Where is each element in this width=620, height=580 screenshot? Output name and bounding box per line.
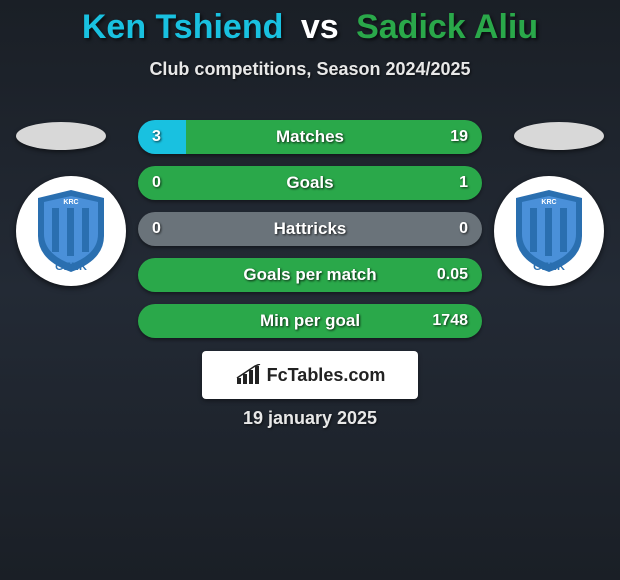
stat-left-value: 0 [152,174,192,192]
stat-right-value: 1 [428,174,468,192]
player1-name: Ken Tshiend [82,8,284,46]
bar-chart-icon [235,364,261,386]
stats-container: 3Matches19 0Goals1 0Hattricks0 Goals per ma… [138,120,482,350]
stat-row: Goals per match0.05 [138,258,482,292]
page-title: Ken Tshiend vs Sadick Aliu [0,0,620,47]
stat-left-value: 0 [152,220,192,238]
player1-head-placeholder [16,122,106,150]
stat-row: 3Matches19 [138,120,482,154]
vs-text: vs [301,8,339,46]
genk-shield-icon: KRC GENK [510,188,588,274]
player2-name: Sadick Aliu [356,8,538,46]
logo-circle: KRC GENK [16,176,126,286]
stat-right-value: 1748 [428,312,468,330]
subtitle: Club competitions, Season 2024/2025 [0,59,620,80]
svg-text:KRC: KRC [541,199,556,206]
svg-text:GENK: GENK [55,261,87,273]
genk-shield-icon: KRC GENK [32,188,110,274]
stat-right-value: 19 [428,128,468,146]
date-text: 19 january 2025 [0,408,620,429]
svg-text:GENK: GENK [533,261,565,273]
stat-right-value: 0.05 [428,266,468,284]
stat-row: Min per goal1748 [138,304,482,338]
stat-right-value: 0 [428,220,468,238]
stat-row: 0Goals1 [138,166,482,200]
watermark-text: FcTables.com [267,365,386,386]
comparison-card: Ken Tshiend vs Sadick Aliu Club competit… [0,0,620,580]
player2-club-logo: KRC GENK [494,176,604,286]
logo-circle: KRC GENK [494,176,604,286]
player2-head-placeholder [514,122,604,150]
stat-row: 0Hattricks0 [138,212,482,246]
svg-text:KRC: KRC [63,199,78,206]
stat-left-value: 3 [152,128,192,146]
watermark: FcTables.com [202,351,418,399]
player1-club-logo: KRC GENK [16,176,126,286]
